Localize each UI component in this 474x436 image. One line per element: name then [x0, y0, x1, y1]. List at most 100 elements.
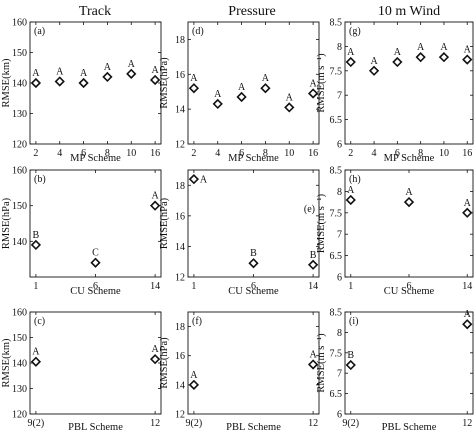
- y-tick-label: 12: [175, 140, 185, 151]
- x-tick-label: 14: [308, 281, 318, 292]
- y-tick-label: 14: [175, 105, 185, 116]
- group-letter-label: A: [190, 73, 198, 84]
- y-tick-label: 16: [175, 70, 185, 81]
- x-tick-label: 16: [150, 148, 160, 159]
- data-point: [126, 68, 137, 79]
- y-tick-label: 130: [12, 384, 27, 395]
- y-tick-label: 7: [337, 230, 342, 241]
- y-tick-label: 120: [12, 140, 27, 151]
- plot-frame: [187, 311, 320, 415]
- y-tick-label: 150: [12, 333, 27, 344]
- y-axis-label: RMSE(hPa): [159, 197, 170, 249]
- x-tick-label: 2: [33, 148, 38, 159]
- group-letter-label: B: [250, 248, 257, 259]
- y-axis-label: RMSE(m s⁻¹): [316, 193, 327, 253]
- group-letter-label: A: [56, 66, 64, 77]
- x-tick-label: 16: [462, 148, 472, 159]
- y-tick-label: 160: [12, 18, 27, 29]
- group-letter-label: A: [347, 185, 355, 196]
- x-tick-label: 1: [33, 281, 38, 292]
- x-tick-label: 6: [395, 148, 400, 159]
- x-tick-label: 14: [150, 281, 160, 292]
- data-point: [30, 239, 42, 251]
- panel-i: 6 6.5 7 7.5 8 8.5 9(2) 12 PBL Scheme RMSE(m s⁻¹) (…: [316, 308, 474, 433]
- y-tick-label: 160: [12, 166, 27, 177]
- x-tick-label: 8: [418, 148, 423, 159]
- panel-letter: (d): [192, 26, 204, 37]
- x-axis-label: PBL Scheme: [382, 422, 437, 433]
- group-letter-label: A: [464, 309, 472, 320]
- data-point: [438, 52, 450, 63]
- y-tick-label: 14: [175, 242, 185, 253]
- data-point: [188, 379, 200, 390]
- x-tick-label: 9(2): [186, 418, 203, 429]
- x-axis-label: MP Scheme: [70, 153, 121, 164]
- column-title-wind: 10 m Wind: [378, 4, 440, 19]
- group-letter-label: A: [214, 89, 222, 100]
- y-tick-label: 140: [12, 359, 27, 370]
- data-point: [462, 207, 473, 218]
- column-title-track: Track: [79, 4, 111, 19]
- panel-a: 120 130 140 150 160 2 4 6 8 10 16 MP Scheme RMSE(km)…: [1, 18, 162, 164]
- data-point: [149, 74, 161, 86]
- group-letter-label: A: [347, 47, 355, 58]
- data-point: [284, 102, 295, 113]
- x-axis-label: PBL Scheme: [226, 422, 281, 433]
- x-tick-label: 10: [126, 148, 136, 159]
- data-point: [212, 98, 223, 110]
- x-tick-label: 9(2): [28, 418, 45, 429]
- data-point: [188, 174, 200, 185]
- y-axis-label: RMSE(m s⁻¹): [316, 333, 327, 393]
- plot-frame: [29, 311, 162, 415]
- x-tick-label: 6: [407, 281, 412, 292]
- data-point: [307, 259, 319, 270]
- x-tick-label: 1: [348, 281, 353, 292]
- y-tick-label: 7: [337, 369, 342, 380]
- group-letter-label: A: [200, 175, 208, 186]
- panel-d: 12 14 16 18 2 4 6 8 10 16 MP Scheme RMSE(hPa) (d) A A A…: [159, 21, 320, 164]
- group-letter-label: A: [464, 198, 472, 209]
- group-letter-label: C: [92, 248, 99, 259]
- x-tick-label: 8: [263, 148, 268, 159]
- data-point: [236, 91, 247, 103]
- y-tick-label: 150: [12, 201, 27, 212]
- data-point: [30, 77, 42, 89]
- group-letter-label: A: [309, 78, 317, 89]
- y-tick-label: 7.5: [330, 66, 343, 77]
- panel-c: 120 130 140 150 160 9(2) 12 PBL Scheme RMSE(km) (…: [1, 308, 162, 433]
- x-tick-label: 12: [462, 418, 472, 429]
- x-axis-label: CU Scheme: [70, 286, 121, 297]
- group-letter-label: A: [286, 92, 294, 103]
- group-letter-label: A: [32, 68, 40, 79]
- data-point: [415, 52, 426, 63]
- group-letter-label: A: [440, 42, 448, 53]
- y-tick-label: 6: [337, 140, 342, 151]
- panel-letter: (c): [34, 316, 45, 327]
- y-tick-label: 8: [337, 328, 342, 339]
- panel-letter: (f): [192, 316, 202, 327]
- x-tick-label: 2: [191, 148, 196, 159]
- data-point: [392, 56, 403, 68]
- panel-b: 140 150 160 1 6 14 CU Scheme RMSE(hPa) (b) B C A: [1, 166, 162, 297]
- x-tick-label: 9(2): [342, 418, 359, 429]
- plot-frame: [344, 169, 474, 278]
- plot-frame: [344, 311, 474, 415]
- group-letter-label: A: [104, 62, 112, 73]
- x-tick-label: 6: [93, 281, 98, 292]
- plot-frame: [187, 21, 320, 145]
- y-tick-label: 6.5: [330, 389, 343, 400]
- x-tick-label: 4: [215, 148, 220, 159]
- data-point: [102, 71, 113, 83]
- y-tick-label: 7: [337, 91, 342, 102]
- column-title-pressure: Pressure: [228, 4, 275, 19]
- group-letter-label: A: [151, 65, 159, 76]
- panel-g: 6 6.5 7 7.5 8 8.5 2 4 6 8 10 16 MP Scheme RMSE(m s⁻¹)…: [316, 18, 474, 164]
- x-tick-label: 10: [284, 148, 294, 159]
- y-tick-label: 140: [12, 79, 27, 90]
- data-point: [345, 359, 356, 371]
- y-tick-label: 12: [175, 273, 185, 284]
- data-point: [345, 56, 356, 68]
- y-tick-label: 140: [12, 237, 27, 248]
